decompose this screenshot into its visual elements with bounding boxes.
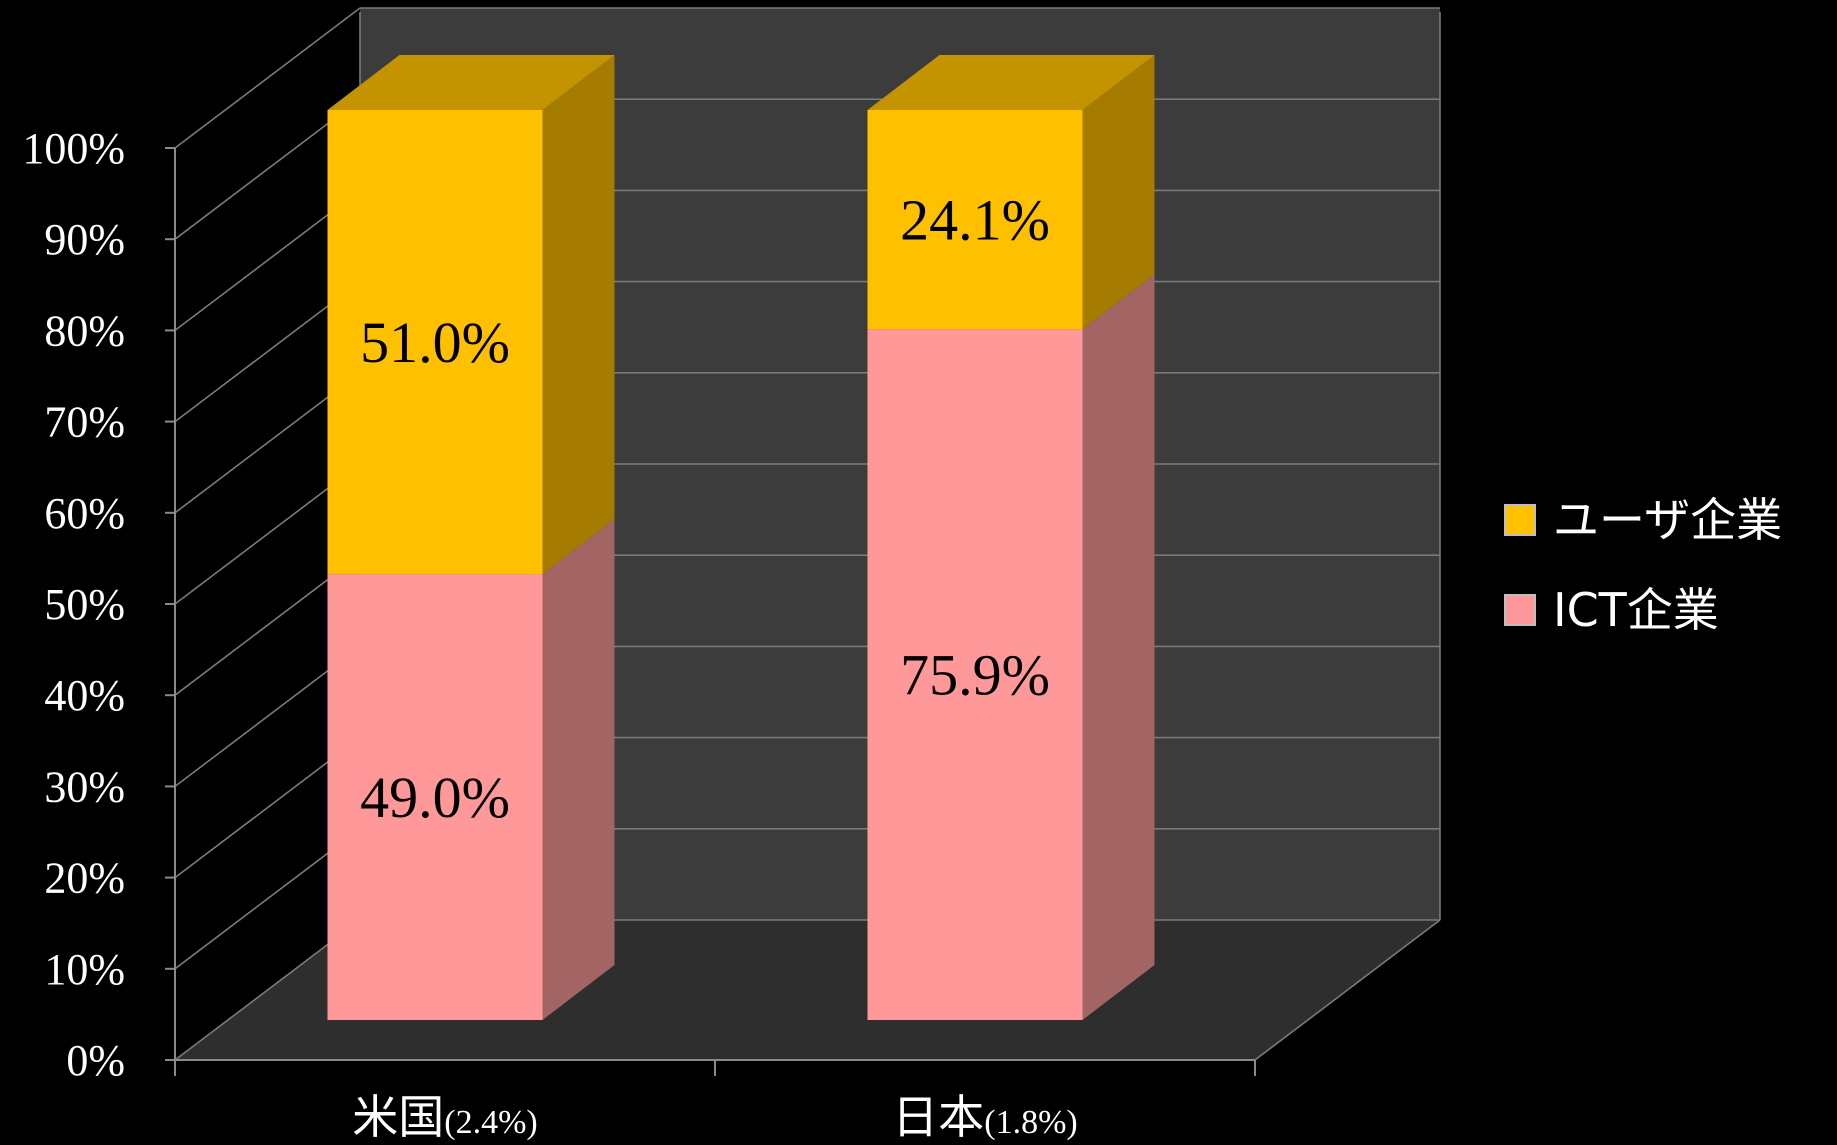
x-category-label: 米国(2.4%) <box>352 1090 537 1144</box>
bar-segment <box>327 574 543 1020</box>
y-tick-label: 60% <box>44 489 125 538</box>
bar-segment-top <box>327 55 615 110</box>
bar-segment <box>867 110 1083 330</box>
x-category-note: (2.4%) <box>444 1104 537 1141</box>
gridline-side <box>174 7 361 149</box>
bar-segment-side <box>1082 274 1155 1020</box>
legend-swatch <box>1504 504 1536 536</box>
legend-label: ユーザ企業 <box>1553 493 1782 547</box>
y-tick-label: 40% <box>44 671 125 720</box>
floor-edge <box>1254 919 1441 1061</box>
side-wall <box>175 12 360 1060</box>
data-label: 51.0% <box>360 310 510 375</box>
x-category-note: (1.8%) <box>984 1104 1077 1141</box>
back-wall-top <box>360 8 1440 12</box>
data-label: 75.9% <box>900 643 1050 708</box>
bar-segment-side <box>542 55 615 575</box>
legend-item: ICT企業 <box>1504 583 1719 637</box>
y-tick-label: 10% <box>44 945 125 994</box>
y-tick-label: 0% <box>66 1036 125 1085</box>
x-category-label: 日本(1.8%) <box>892 1090 1077 1144</box>
y-tick-label: 90% <box>44 215 125 264</box>
y-tick-label: 50% <box>44 580 125 629</box>
data-label: 49.0% <box>360 765 510 830</box>
data-label: 24.1% <box>900 188 1050 253</box>
y-tick-label: 20% <box>44 854 125 903</box>
legend-label: ICT企業 <box>1553 583 1719 637</box>
bar-segment-top <box>867 55 1155 110</box>
bar-segment <box>327 110 543 575</box>
y-tick-label: 100% <box>22 124 125 173</box>
y-tick-label: 30% <box>44 762 125 811</box>
y-tick-label: 70% <box>44 398 125 447</box>
y-tick-label: 80% <box>44 306 125 355</box>
legend-swatch <box>1504 594 1536 626</box>
bar-segment <box>867 329 1083 1020</box>
bar-segment-side <box>542 519 615 1020</box>
x-category-name: 日本 <box>892 1090 984 1144</box>
legend-item: ユーザ企業 <box>1504 493 1782 547</box>
bar-segment-side <box>1082 55 1155 330</box>
x-category-name: 米国 <box>352 1090 444 1144</box>
